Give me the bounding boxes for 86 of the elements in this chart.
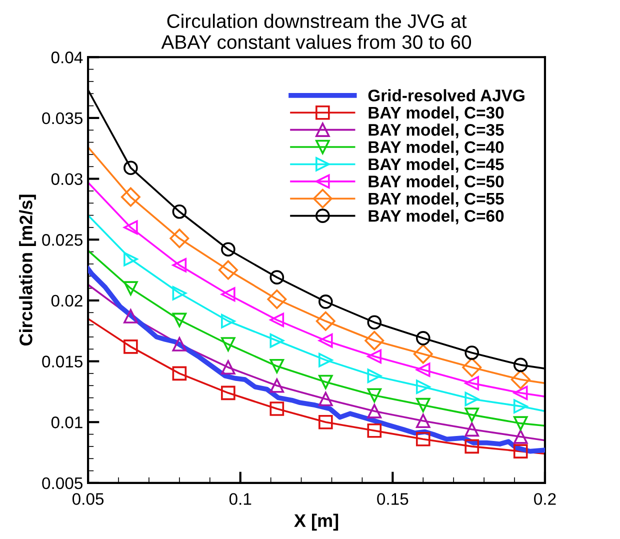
- point: [513, 386, 528, 400]
- point: [124, 220, 138, 235]
- y-tick-label: 0.025: [42, 234, 82, 246]
- point: [221, 360, 236, 375]
- point: [170, 228, 190, 248]
- point: [221, 386, 236, 400]
- point: [318, 352, 333, 368]
- point: [221, 287, 236, 302]
- legend-label: BAY model, C=30: [368, 106, 504, 122]
- point: [513, 444, 528, 458]
- point: [172, 337, 187, 352]
- point: [416, 331, 430, 346]
- point: [513, 358, 528, 372]
- x-axis-title: X [m]: [294, 514, 338, 531]
- x-tick-label: 0.1: [229, 493, 252, 505]
- point: [318, 414, 333, 430]
- point: [416, 398, 430, 412]
- point: [318, 392, 333, 406]
- x-tick-label: 0.15: [377, 493, 408, 505]
- point: [367, 315, 382, 330]
- point: [172, 258, 187, 272]
- point: [462, 358, 482, 378]
- point: [513, 399, 528, 414]
- legend-label: BAY model, C=60: [368, 210, 504, 224]
- y-tick-label: 0.02: [51, 294, 82, 307]
- y-tick-label: 0.03: [51, 173, 82, 185]
- point: [464, 422, 480, 437]
- point: [124, 340, 138, 354]
- point: [367, 349, 382, 364]
- point: [416, 432, 430, 446]
- legend-label: BAY model, C=55: [368, 192, 504, 208]
- point: [270, 378, 284, 393]
- point: [318, 333, 333, 348]
- legend-label: BAY model, C=45: [368, 158, 504, 173]
- point: [367, 423, 382, 438]
- x-tick-label: 0.05: [72, 493, 104, 505]
- point: [270, 333, 284, 348]
- point: [464, 376, 480, 390]
- y-axis-title: Circulation [m2/s]: [19, 194, 36, 346]
- point: [416, 362, 430, 377]
- point: [364, 330, 384, 350]
- point: [318, 294, 333, 309]
- point: [367, 388, 382, 403]
- chart-title: Circulation downstream the JVG at ABAY constant values from 30 to 60: [161, 14, 472, 49]
- point: [416, 380, 430, 394]
- point: [413, 344, 433, 364]
- point: [416, 414, 430, 428]
- y-tick-label: 0.015: [42, 356, 82, 368]
- point: [513, 430, 528, 444]
- x-tick-label: 0.2: [534, 493, 556, 505]
- point: [172, 204, 187, 219]
- y-tick-label: 0.01: [51, 416, 82, 428]
- point: [464, 439, 480, 454]
- point: [221, 314, 236, 328]
- point: [367, 368, 382, 384]
- point: [124, 309, 138, 324]
- y-tick-label: 0.035: [42, 112, 82, 124]
- legend-label: Grid-resolved AJVG: [368, 89, 524, 102]
- point: [318, 374, 333, 390]
- point: [464, 346, 480, 360]
- point: [221, 337, 236, 352]
- point: [124, 281, 138, 296]
- y-tick-label: 0.005: [42, 477, 82, 490]
- point: [270, 358, 284, 374]
- legend-label: BAY model, C=35: [368, 124, 504, 138]
- point: [367, 404, 382, 418]
- point: [270, 312, 284, 328]
- point: [270, 270, 284, 284]
- point: [513, 416, 528, 430]
- point: [267, 289, 287, 309]
- point: [464, 408, 480, 422]
- point: [270, 402, 284, 416]
- point: [510, 370, 530, 390]
- point: [172, 312, 187, 328]
- legend-label: BAY model, C=50: [368, 175, 504, 190]
- point: [124, 252, 138, 266]
- point: [218, 260, 238, 280]
- legend-label: BAY model, C=40: [368, 140, 504, 156]
- point: [464, 392, 480, 406]
- point: [172, 366, 187, 381]
- point: [172, 286, 187, 300]
- y-tick-label: 0.04: [51, 52, 83, 64]
- point: [120, 187, 140, 207]
- point: [221, 242, 236, 257]
- point: [124, 160, 138, 175]
- point: [316, 311, 336, 331]
